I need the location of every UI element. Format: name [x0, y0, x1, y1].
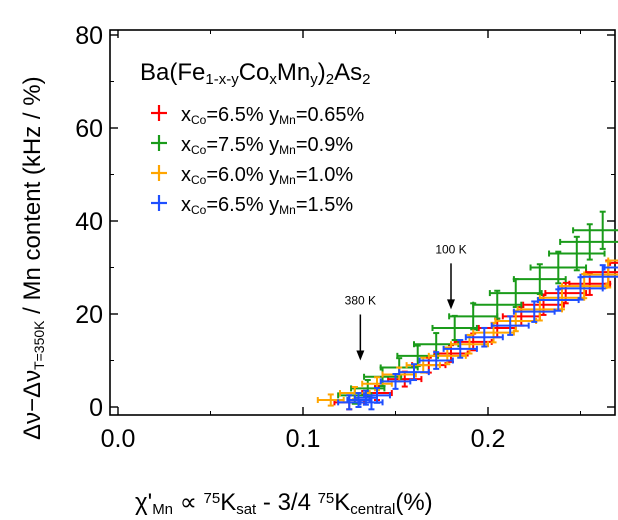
legend-label: xCo=7.5% yMn=0.9% — [181, 134, 353, 157]
series-group — [337, 210, 618, 405]
data-point — [442, 339, 478, 359]
legend: xCo=6.5% yMn=0.65% xCo=7.5% yMn=0.9% xCo=6… — [151, 104, 364, 217]
data-point — [433, 344, 469, 363]
legend-label: xCo=6.5% yMn=1.5% — [181, 194, 353, 217]
temperature-annotation: 100 K — [435, 242, 467, 310]
data-point — [379, 372, 412, 390]
data-point — [316, 393, 345, 407]
data-point — [583, 260, 618, 289]
y-tick-label: 60 — [75, 115, 103, 143]
legend-label: xCo=6.5% yMn=0.65% — [181, 104, 364, 127]
y-tick-label: 20 — [75, 301, 103, 329]
compound-formula: Ba(Fe1-x-yCoxMny)2As2 — [140, 59, 370, 88]
data-point — [572, 210, 618, 250]
legend-entry: xCo=7.5% yMn=0.9% — [151, 134, 353, 157]
data-point — [538, 285, 586, 311]
annotation-arrow-head — [447, 299, 455, 310]
legend-entry: xCo=6.5% yMn=0.65% — [151, 104, 364, 127]
x-tick-label: 0.1 — [286, 425, 321, 453]
annotation-label: 100 K — [435, 242, 466, 256]
data-point — [398, 363, 430, 382]
x-tick-label: 0.2 — [471, 425, 506, 453]
y-tick-label: 80 — [75, 22, 103, 50]
data-point — [363, 386, 391, 404]
data-point — [464, 326, 504, 348]
annotation-arrow-head — [356, 350, 365, 361]
data-point — [607, 257, 618, 264]
data-point — [512, 263, 567, 296]
plot-frame — [109, 29, 616, 416]
legend-label: xCo=6.0% yMn=1.0% — [181, 164, 353, 187]
legend-entry: xCo=6.5% yMn=1.5% — [151, 194, 353, 217]
y-tick-label: 0 — [89, 394, 103, 422]
data-point — [512, 300, 556, 323]
legend-entry: xCo=6.0% yMn=1.0% — [151, 164, 353, 187]
data-layer — [316, 210, 618, 411]
ticks: 0.00.10.20.3020406080 — [75, 22, 615, 453]
x-tick-label: 0.0 — [101, 425, 136, 453]
temperature-annotation: 380 K — [345, 294, 376, 361]
data-point — [603, 264, 618, 271]
data-point — [418, 351, 454, 370]
series-group — [337, 264, 618, 411]
annotation-label: 380 K — [345, 294, 376, 308]
y-axis-title: Δν−ΔνT=350K / Mn content (kHz / %) — [19, 76, 47, 440]
y-tick-label: 40 — [75, 208, 103, 236]
data-point — [490, 315, 530, 336]
data-point — [557, 276, 604, 301]
x-axis-title: χ'Mn ∝ 75Ksat - 3/4 75Kcentral(%) — [135, 489, 433, 518]
